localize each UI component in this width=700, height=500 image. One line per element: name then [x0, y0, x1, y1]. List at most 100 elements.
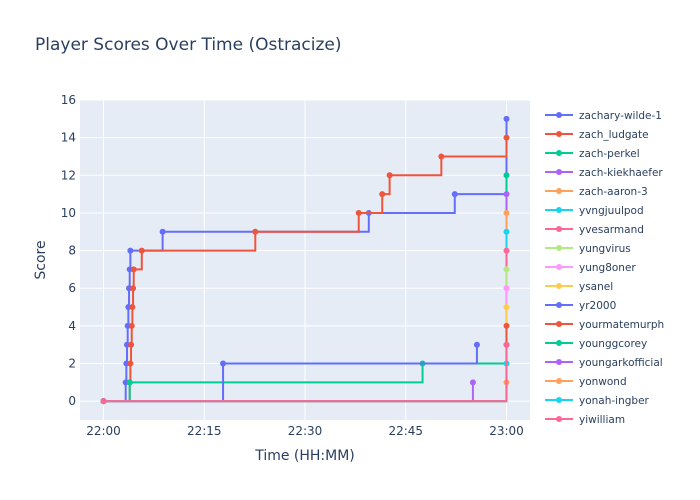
legend-item[interactable]: yr2000 — [545, 300, 616, 312]
legend-label: zach-aaron-3 — [579, 186, 648, 198]
chart-title: Player Scores Over Time (Ostracize) — [35, 35, 342, 55]
x-tick-label: 22:15 — [187, 424, 222, 438]
data-point — [159, 228, 166, 235]
data-point — [386, 172, 393, 179]
legend-item[interactable]: yiwilliam — [545, 414, 625, 426]
data-point — [503, 304, 510, 311]
legend-marker-swatch — [556, 340, 562, 346]
data-point — [503, 247, 510, 254]
series-yiwilliam — [100, 341, 510, 405]
data-point — [130, 285, 137, 292]
legend-label: younggcorey — [579, 338, 647, 350]
legend-label: yvngjuulpod — [579, 205, 644, 217]
legend-marker-swatch — [556, 416, 562, 422]
legend-marker-swatch — [556, 397, 562, 403]
legend-label: ysanel — [579, 281, 613, 293]
data-point — [220, 360, 227, 367]
y-tick-label: 8 — [68, 244, 76, 258]
plot-series — [100, 115, 510, 405]
data-point — [438, 153, 445, 160]
x-tick-label: 23:00 — [489, 424, 524, 438]
y-tick-label: 10 — [61, 206, 76, 220]
data-point — [127, 247, 134, 254]
y-tick-label: 16 — [61, 93, 76, 107]
data-point — [127, 360, 134, 367]
legend-item[interactable]: yourmatemurph — [545, 319, 664, 331]
legend-item[interactable]: yvngjuulpod — [545, 205, 644, 217]
legend-marker-swatch — [556, 112, 562, 118]
y-tick-label: 4 — [68, 319, 76, 333]
data-point — [379, 191, 386, 198]
legend-item[interactable]: yvesarmand — [545, 224, 644, 236]
legend-marker-swatch — [556, 207, 562, 213]
legend-marker-swatch — [556, 150, 562, 156]
legend-item[interactable]: zach-aaron-3 — [545, 186, 648, 198]
legend-item[interactable]: younggcorey — [545, 338, 647, 350]
x-axis-ticks: 22:00 22:15 22:30 22:45 23:00 — [86, 424, 524, 438]
legend-marker-swatch — [556, 321, 562, 327]
data-point — [503, 191, 510, 198]
legend-marker-swatch — [556, 245, 562, 251]
legend-label: yung8oner — [579, 262, 636, 274]
legend-label: zach_ludgate — [579, 129, 649, 141]
y-axis-title: Score — [33, 240, 49, 279]
data-point — [503, 209, 510, 216]
data-point — [503, 228, 510, 235]
data-point — [138, 247, 145, 254]
legend-marker-swatch — [556, 283, 562, 289]
data-point — [355, 209, 362, 216]
legend-item[interactable]: yonah-ingber — [545, 395, 650, 407]
legend-label: youngarkofficial — [579, 357, 663, 369]
legend-label: yiwilliam — [579, 414, 625, 426]
legend-marker-swatch — [556, 188, 562, 194]
data-point — [473, 341, 480, 348]
x-axis-title: Time (HH:MM) — [254, 448, 355, 464]
legend-item[interactable]: zach-kiekhaefer — [545, 167, 663, 179]
legend-marker-swatch — [556, 302, 562, 308]
legend-label: yonah-ingber — [579, 395, 650, 407]
y-tick-label: 6 — [68, 281, 76, 295]
legend-label: zach-perkel — [579, 148, 640, 160]
legend-item[interactable]: youngarkofficial — [545, 357, 663, 369]
legend-item[interactable]: yonwond — [545, 376, 627, 388]
legend-marker-swatch — [556, 169, 562, 175]
x-tick-label: 22:30 — [288, 424, 323, 438]
data-point — [503, 134, 510, 141]
legend-marker-swatch — [556, 264, 562, 270]
data-point — [128, 341, 135, 348]
data-point — [128, 322, 135, 329]
legend-marker-swatch — [556, 226, 562, 232]
data-point — [451, 191, 458, 198]
data-point — [503, 115, 510, 122]
data-point — [503, 341, 510, 348]
legend-item[interactable]: yung8oner — [545, 262, 636, 274]
legend-item[interactable]: zach-perkel — [545, 148, 640, 160]
y-tick-label: 14 — [61, 131, 76, 145]
legend-marker-swatch — [556, 131, 562, 137]
data-point — [503, 322, 510, 329]
legend[interactable]: zachary-wilde-1 zach_ludgate zach-perkel za… — [545, 110, 664, 426]
data-point — [130, 266, 137, 273]
legend-label: zachary-wilde-1 — [579, 110, 662, 122]
data-point — [100, 398, 107, 405]
legend-item[interactable]: zachary-wilde-1 — [545, 110, 662, 122]
data-point — [503, 266, 510, 273]
legend-label: zach-kiekhaefer — [579, 167, 663, 179]
legend-label: yonwond — [579, 376, 627, 388]
data-point — [129, 304, 136, 311]
legend-marker-swatch — [556, 378, 562, 384]
data-point — [503, 285, 510, 292]
series-line — [103, 344, 508, 403]
data-point — [126, 379, 133, 386]
x-tick-label: 22:00 — [86, 424, 121, 438]
legend-marker-swatch — [556, 359, 562, 365]
legend-item[interactable]: ysanel — [545, 281, 613, 293]
y-tick-label: 2 — [68, 357, 76, 371]
legend-item[interactable]: yungvirus — [545, 243, 631, 255]
legend-label: yr2000 — [579, 300, 616, 312]
legend-item[interactable]: zach_ludgate — [545, 129, 649, 141]
legend-label: yvesarmand — [579, 224, 644, 236]
data-point — [469, 379, 476, 386]
y-tick-label: 12 — [61, 168, 76, 182]
